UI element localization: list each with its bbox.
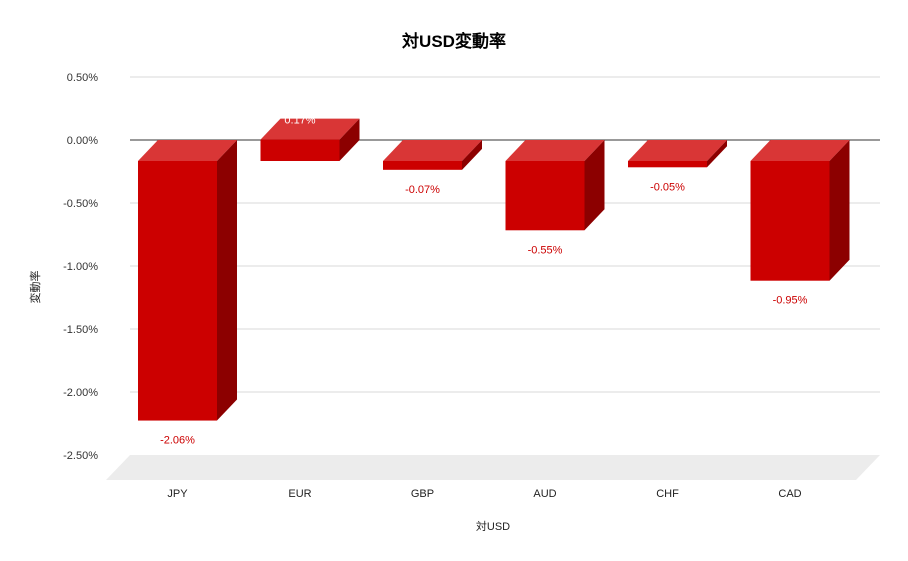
y-axis-title: 変動率 — [28, 271, 42, 304]
bar-side — [339, 118, 360, 161]
bar-top — [260, 118, 360, 140]
bar-top — [138, 140, 237, 161]
floor-plane — [106, 455, 880, 480]
bar-front — [260, 139, 340, 161]
x-category-label: AUD — [533, 488, 556, 500]
bar-side — [707, 140, 727, 168]
bars — [138, 118, 850, 421]
bar-front — [750, 161, 830, 281]
data-label: -2.06% — [160, 435, 195, 447]
data-label: 0.17% — [284, 115, 315, 127]
data-label: -0.05% — [650, 181, 685, 193]
data-label: -0.07% — [405, 184, 440, 196]
bar-front — [505, 161, 585, 231]
y-tick-label: -2.00% — [63, 387, 98, 399]
y-tick-label: -0.50% — [63, 198, 98, 210]
bar-front — [628, 161, 707, 168]
bar — [138, 140, 237, 421]
y-tick-label: 0.00% — [67, 135, 98, 147]
bar-side — [829, 140, 850, 281]
x-category-label: CHF — [656, 488, 679, 500]
y-tick-label: -1.00% — [63, 261, 98, 273]
y-axis-ticks: 0.50% 0.00% -0.50% -1.00% -1.50% -2.00% -2.50% — [63, 72, 98, 462]
data-labels: -2.06% 0.17% -0.07% -0.55% -0.05% -0.95% — [160, 115, 808, 447]
data-label: -0.55% — [528, 244, 563, 256]
y-tick-label: 0.50% — [67, 72, 98, 84]
y-tick-label: -1.50% — [63, 324, 98, 336]
bar-side — [584, 140, 605, 231]
bar-front — [138, 161, 217, 421]
chart-floor — [106, 455, 880, 480]
x-category-label: CAD — [778, 488, 801, 500]
bar-side — [217, 140, 237, 421]
data-label: -0.95% — [773, 295, 808, 307]
bar-front — [383, 161, 462, 170]
bar — [260, 118, 360, 161]
bar — [750, 140, 850, 281]
bar-top — [628, 140, 727, 161]
chart-title: 対USD変動率 — [401, 31, 506, 51]
bar-top — [750, 140, 850, 161]
bar — [505, 140, 605, 231]
bar-side — [462, 140, 482, 170]
gridlines — [130, 76, 880, 393]
x-category-label: JPY — [167, 488, 188, 500]
y-tick-label: -2.50% — [63, 450, 98, 462]
bar-top — [383, 140, 482, 161]
bar — [383, 140, 482, 170]
x-axis-categories: JPY EUR GBP AUD CHF CAD — [167, 488, 801, 500]
x-axis-title: 対USD — [476, 519, 510, 533]
x-category-label: EUR — [288, 488, 311, 500]
bar-top — [505, 140, 605, 161]
x-category-label: GBP — [411, 488, 434, 500]
bar — [628, 140, 727, 168]
